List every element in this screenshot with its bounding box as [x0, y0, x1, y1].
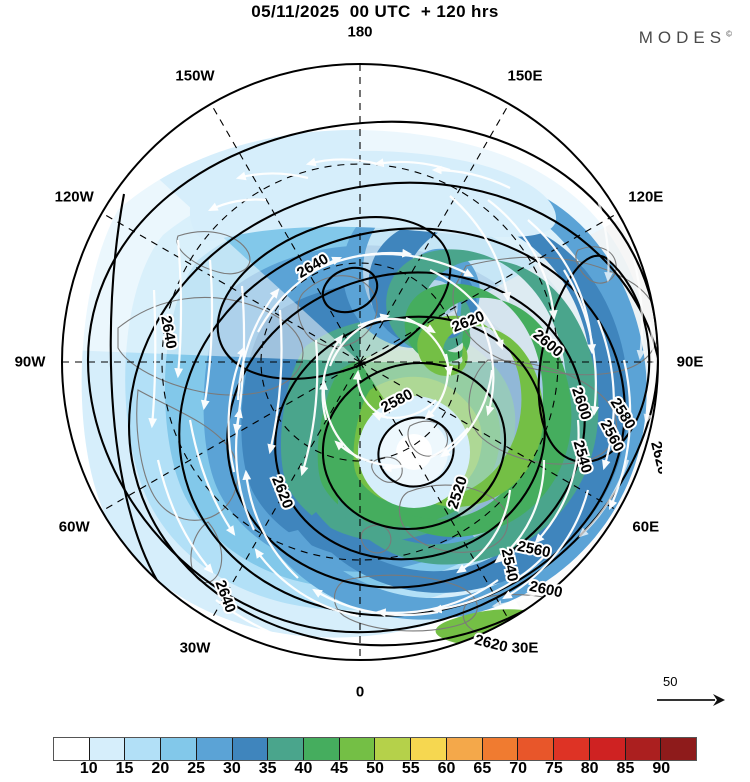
colorbar-tick-35: 35	[258, 760, 277, 777]
colorbar-tick-55: 55	[401, 760, 420, 777]
map-svg: 2520252025402540254025402560256025602560…	[61, 63, 662, 661]
brand-text: MODES	[638, 28, 727, 47]
colorbar-cell-17[interactable]	[661, 738, 696, 760]
wind-speed-colorbar[interactable]	[53, 737, 697, 761]
colorbar-cell-2[interactable]	[125, 738, 162, 760]
colorbar-tick-15: 15	[115, 760, 134, 777]
colorbar-tick-40: 40	[294, 760, 313, 777]
lon-30w-label: 30W	[179, 639, 211, 657]
lon-150e-label: 150E	[507, 67, 543, 85]
colorbar-cell-13[interactable]	[518, 738, 555, 760]
colorbar-tick-50: 50	[366, 760, 384, 777]
colorbar-cell-11[interactable]	[446, 738, 483, 760]
colorbar-tick-80: 80	[580, 760, 599, 777]
colorbar-tick-45: 45	[330, 760, 349, 777]
colorbar-cell-6[interactable]	[268, 738, 305, 760]
colorbar-tick-65: 65	[473, 760, 492, 777]
colorbar-tick-10: 10	[79, 760, 98, 777]
colorbar-tick-75: 75	[544, 760, 563, 777]
coastlines	[117, 231, 658, 651]
colorbar-cell-3[interactable]	[161, 738, 197, 760]
colorbar-cell-7[interactable]	[304, 738, 340, 760]
contour-label-2620-11: 2620	[647, 440, 662, 476]
colorbar-tick-60: 60	[437, 760, 456, 777]
colorbar-cell-14[interactable]	[554, 738, 590, 760]
colorbar-cell-8[interactable]	[339, 738, 376, 760]
colorbar-tick-25: 25	[187, 760, 206, 777]
height-contours	[86, 120, 658, 647]
wind-scale-arrow	[657, 694, 725, 706]
colorbar-tick-labels: 10 15 20 25 30 35 40 45 50 55 60 65 70 75 80 85 90	[53, 760, 697, 782]
contour-label-2540-2: 2540	[498, 547, 522, 583]
lon-0-label: 0	[355, 683, 365, 701]
lon-180-label: 180	[347, 23, 373, 41]
lon-120w-label: 120W	[54, 188, 94, 206]
brand-logo: MODES©	[639, 28, 732, 48]
colorbar-cell-1[interactable]	[89, 738, 126, 760]
colorbar-cell-16[interactable]	[625, 738, 662, 760]
lon-60e-label: 60E	[632, 518, 660, 536]
colorbar-tick-20: 20	[151, 760, 170, 777]
graticule	[62, 64, 658, 660]
colorbar-cell-5[interactable]	[232, 738, 269, 760]
contour-label-2620-13: 2620	[473, 631, 509, 656]
lon-120e-label: 120E	[628, 188, 664, 206]
colorbar-cell-9[interactable]	[375, 738, 412, 760]
colorbar-tick-90: 90	[652, 760, 671, 777]
colorbar-cell-4[interactable]	[196, 738, 233, 760]
page-title: 05/11/2025 00 UTC + 120 hrs	[251, 2, 499, 21]
shaded-wind-field	[62, 64, 658, 660]
lon-30e-label: 30E	[511, 639, 539, 657]
wind-scale-value: 50	[663, 674, 678, 689]
colorbar-tick-70: 70	[509, 760, 528, 777]
lon-90e-label: 90E	[676, 353, 704, 371]
polar-map: 2520 2520 2540 2540 2540 2540 2560 2560 2560 2560…	[15, 24, 704, 701]
colorbar-tick-30: 30	[222, 760, 241, 777]
lon-60w-label: 60W	[58, 518, 90, 536]
wind-scale-key: 50	[655, 674, 727, 710]
lon-150w-label: 150W	[175, 67, 215, 85]
contour-label-2640-15: 2640	[157, 314, 180, 350]
colorbar-cell-0[interactable]	[54, 738, 90, 760]
colorbar-cell-15[interactable]	[589, 738, 626, 760]
colorbar-tick-85: 85	[616, 760, 635, 777]
contour-label-2560-4: 2560	[516, 538, 552, 562]
copyright-mark: ©	[726, 29, 732, 39]
contour-label-2600-9: 2600	[528, 578, 564, 602]
colorbar-cell-12[interactable]	[482, 738, 519, 760]
lon-90w-label: 90W	[14, 353, 46, 371]
globe-outline	[61, 63, 659, 661]
colorbar-cell-10[interactable]	[411, 738, 447, 760]
